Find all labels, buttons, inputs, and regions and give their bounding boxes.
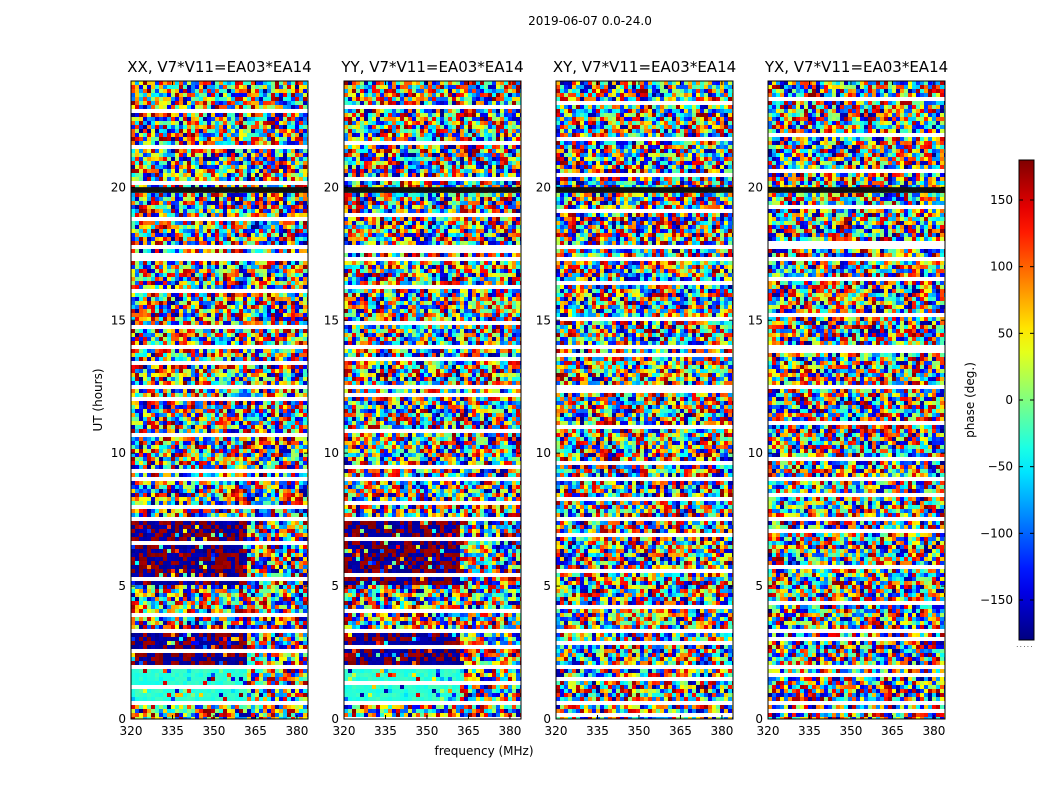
x-tick-label: 365 <box>457 724 480 738</box>
x-tick-label: 365 <box>881 724 904 738</box>
y-tick-label: 15 <box>536 313 551 327</box>
colorbar-tick-label: −100 <box>980 526 1013 540</box>
y-tick-label: 10 <box>324 446 339 460</box>
colorbar-tick-label: 0 <box>1005 393 1013 407</box>
x-tick-label: 320 <box>545 724 568 738</box>
x-tick-label: 365 <box>669 724 692 738</box>
y-tick-label: 5 <box>543 579 551 593</box>
y-tick-label: 5 <box>755 579 763 593</box>
dark-flag-line <box>344 189 521 193</box>
dark-flag-line <box>768 189 945 193</box>
x-tick-label: 380 <box>710 724 733 738</box>
y-tick-label: 20 <box>324 180 339 194</box>
colorbar-tick-label: 100 <box>990 260 1013 274</box>
dark-flag-line <box>768 187 945 191</box>
dark-flag-line <box>556 187 733 191</box>
y-tick-label: 15 <box>111 313 126 327</box>
x-tick-label: 335 <box>586 724 609 738</box>
phase-cells <box>556 81 733 719</box>
y-tick-label: 0 <box>543 712 551 726</box>
colorbar-tick-label: 50 <box>998 326 1013 340</box>
x-tick-label: 335 <box>798 724 821 738</box>
panel-title-xx: XX, V7*V11=EA03*EA14 <box>110 58 330 76</box>
colorbar-extra-marker: ..... <box>1016 640 1034 649</box>
dark-flag-line <box>131 189 308 193</box>
colorbar-tick-label: −50 <box>988 460 1013 474</box>
figure-title: 2019-06-07 0.0-24.0 <box>0 14 1050 28</box>
x-tick-label: 365 <box>244 724 267 738</box>
y-tick-label: 20 <box>111 180 126 194</box>
panel-frame <box>130 80 309 720</box>
y-tick-label: 0 <box>118 712 126 726</box>
phase-cells <box>344 81 521 719</box>
x-tick-label: 350 <box>628 724 651 738</box>
x-tick-label: 320 <box>120 724 143 738</box>
dark-flag-line <box>556 189 733 193</box>
heatmap-panel-xy: 320 335 350 365 380 0 5 10 15 20 <box>536 80 734 738</box>
x-tick-label: 350 <box>416 724 439 738</box>
colorbar-tick-label: −150 <box>980 593 1013 607</box>
colorbar-tick-label: 150 <box>990 193 1013 207</box>
heatmap-panel-xx: 320 335 350 365 380 0 5 10 15 20 <box>111 80 309 738</box>
dark-flag-line <box>344 187 521 191</box>
panel-title-xy: XY, V7*V11=EA03*EA14 <box>535 58 755 76</box>
y-axis-label: UT (hours) <box>91 368 105 431</box>
panel-frame <box>343 80 522 720</box>
y-tick-label: 10 <box>111 446 126 460</box>
phase-cells <box>768 81 945 719</box>
x-tick-label: 320 <box>757 724 780 738</box>
y-tick-label: 10 <box>748 446 763 460</box>
y-tick-label: 0 <box>755 712 763 726</box>
x-tick-label: 350 <box>840 724 863 738</box>
y-tick-label: 20 <box>536 180 551 194</box>
y-tick-label: 15 <box>748 313 763 327</box>
y-tick-label: 10 <box>536 446 551 460</box>
x-tick-label: 350 <box>203 724 226 738</box>
y-tick-label: 0 <box>331 712 339 726</box>
panel-title-yx: YX, V7*V11=EA03*EA14 <box>747 58 967 76</box>
x-tick-label: 380 <box>922 724 945 738</box>
heatmap-panel-yy: 320 335 350 365 380 0 5 10 15 20 <box>324 80 522 738</box>
colorbar: −150 −100 −50 0 50 100 150 <box>980 159 1035 641</box>
panel-frame <box>555 80 734 720</box>
y-tick-label: 5 <box>331 579 339 593</box>
panel-title-yy: YY, V7*V11=EA03*EA14 <box>323 58 543 76</box>
x-axis-label: frequency (MHz) <box>434 744 533 758</box>
y-tick-label: 15 <box>324 313 339 327</box>
y-tick-label: 20 <box>748 180 763 194</box>
x-tick-label: 335 <box>161 724 184 738</box>
x-tick-label: 320 <box>333 724 356 738</box>
dark-flag-line <box>131 187 308 191</box>
x-tick-label: 335 <box>374 724 397 738</box>
phase-cells <box>131 81 308 719</box>
y-tick-label: 5 <box>118 579 126 593</box>
panel-frame <box>767 80 946 720</box>
heatmap-panel-yx: 320 335 350 365 380 0 5 10 15 20 <box>748 80 946 738</box>
x-tick-label: 380 <box>498 724 521 738</box>
colorbar-label: phase (deg.) <box>963 362 977 438</box>
x-tick-label: 380 <box>285 724 308 738</box>
